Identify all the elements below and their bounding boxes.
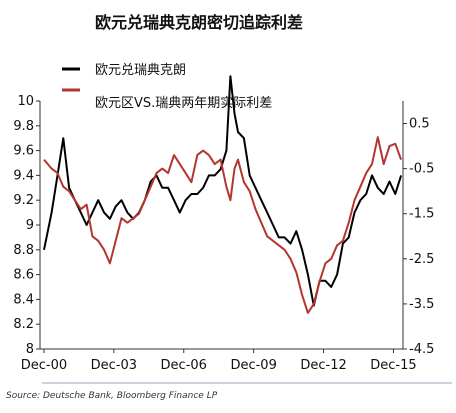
y-left-tick-label: 8.8 (13, 243, 34, 258)
y-left-tick-label: 9.4 (13, 168, 34, 183)
legend-label-series-1: 欧元兑瑞典克朗 (95, 63, 186, 78)
y-left-tick-label: 9.2 (13, 193, 34, 208)
source-note: Source: Deutsche Bank, Bloomberg Finance… (6, 391, 218, 401)
y-right-tick-label: -1.5 (409, 207, 434, 222)
y-left-tick-label: 9 (26, 218, 34, 233)
y-right-tick-label: -2.5 (409, 252, 434, 267)
x-tick-label: Dec-15 (370, 358, 416, 373)
x-tick-label: Dec-03 (91, 358, 137, 373)
y-left-tick-label: 8 (26, 342, 34, 357)
series-line-1 (43, 75, 403, 307)
x-tick-label: Dec-12 (300, 358, 346, 373)
y-left-tick-label: 8.4 (13, 292, 34, 307)
x-tick-label: Dec-00 (21, 358, 67, 373)
y-right-tick-label: -3.5 (409, 297, 434, 312)
y-right-tick-label: -4.5 (409, 342, 434, 357)
y-left-tick-label: 8.6 (13, 268, 34, 283)
y-left-tick-label: 9.6 (13, 144, 34, 159)
y-right-tick-label: -0.5 (409, 162, 434, 177)
y-left-tick-label: 10 (17, 94, 34, 109)
y-right-tick-label: 0.5 (409, 117, 430, 132)
series-line-2 (43, 136, 403, 314)
chart-title: 欧元兑瑞典克朗密切追踪利差 (95, 13, 303, 32)
legend-label-series-2: 欧元区VS.瑞典两年期实际利差 (95, 96, 272, 111)
y-left-tick-label: 8.2 (13, 317, 34, 332)
x-tick-label: Dec-09 (230, 358, 276, 373)
plot-area: 8 8.2 8.4 8.6 8.8 9 9.2 9.4 9.6 9.8 10 -4.5 -3.5 -2.5… (13, 75, 434, 373)
y-left-tick-label: 9.8 (13, 119, 34, 134)
x-tick-label: Dec-06 (161, 358, 207, 373)
